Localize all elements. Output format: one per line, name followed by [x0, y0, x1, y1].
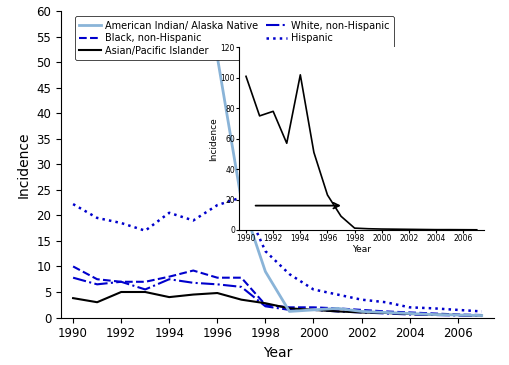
- Legend: American Indian/ Alaska Native, Black, non-Hispanic, Asian/Pacific Islander, Whi: American Indian/ Alaska Native, Black, n…: [75, 16, 394, 60]
- Y-axis label: Incidence: Incidence: [209, 117, 218, 161]
- Y-axis label: Incidence: Incidence: [17, 131, 31, 197]
- X-axis label: Year: Year: [263, 346, 292, 360]
- X-axis label: Year: Year: [352, 245, 371, 254]
